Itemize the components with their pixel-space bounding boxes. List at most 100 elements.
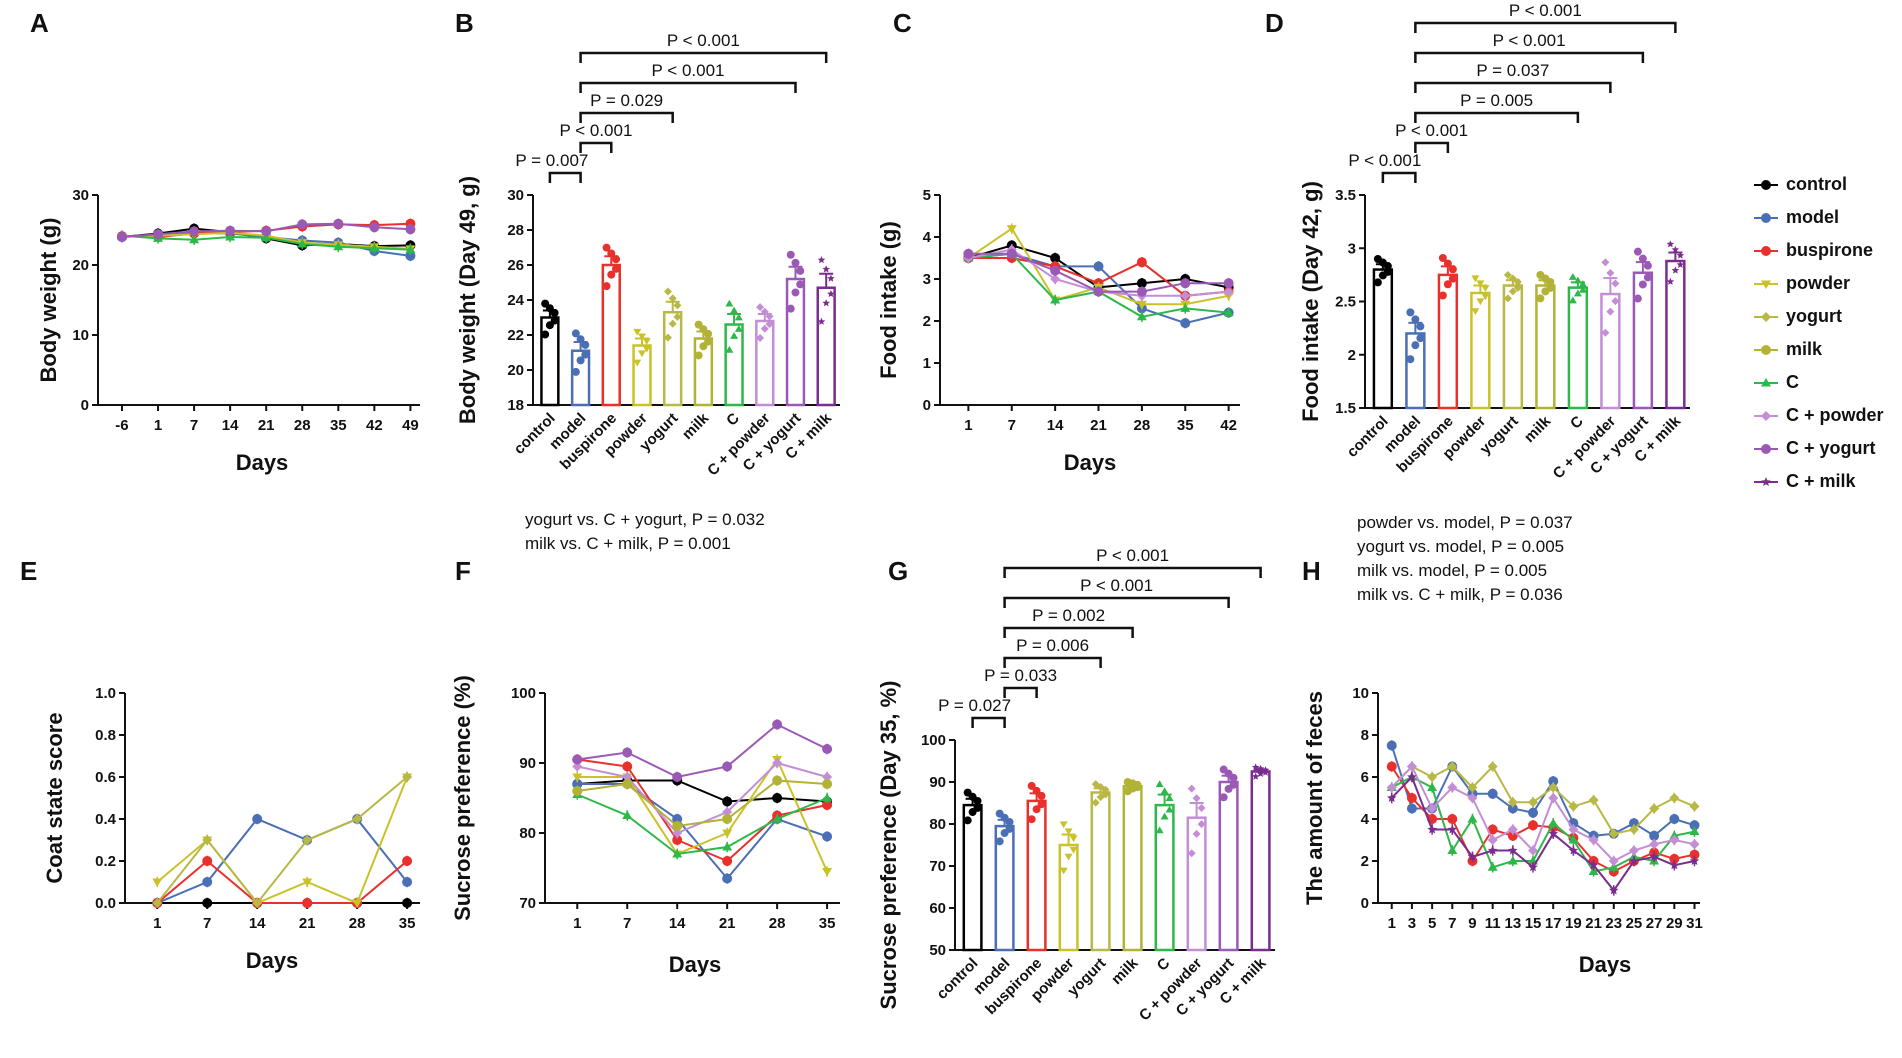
- legend-marker: [1761, 476, 1771, 486]
- legend-marker-icon: [1750, 175, 1786, 195]
- y-tick-label: 3: [1348, 240, 1356, 257]
- significance-label: P < 0.001: [1493, 31, 1566, 50]
- scatter-point: [704, 337, 713, 346]
- x-tick-label: milk: [679, 409, 713, 443]
- y-axis-title: Body weight (Day 49, g): [455, 176, 480, 424]
- scatter-point: [541, 330, 550, 339]
- legend-marker: [1761, 280, 1771, 289]
- data-point: [1447, 782, 1458, 793]
- legend-label: control: [1786, 174, 1847, 194]
- scatter-point: [1197, 803, 1206, 812]
- significance-bracket: [579, 111, 674, 123]
- scatter-point: [1187, 784, 1196, 793]
- series-line: [1390, 745, 1695, 838]
- x-tick-label: 3: [1408, 915, 1416, 932]
- scatter-point: [1476, 280, 1485, 288]
- scatter-point: [1416, 322, 1425, 331]
- chart-panel-C: C 0 1 2 3 4 5 Food intake (g) 1 7 14 21 28 35 42 Days: [876, 8, 1240, 475]
- x-tick-label: control: [1344, 413, 1392, 461]
- data-point: [1427, 782, 1438, 791]
- x-tick-label: 17: [1545, 915, 1562, 932]
- bar: [1154, 803, 1175, 952]
- data-point: [1588, 795, 1599, 806]
- data-point: [1136, 311, 1147, 321]
- data-point: [333, 218, 344, 229]
- scatter-point: [642, 345, 651, 353]
- bar: [1218, 780, 1239, 952]
- y-tick-label: 10: [1352, 685, 1369, 702]
- legend-item: C + milk: [1750, 465, 1884, 498]
- scatter-point: [602, 282, 611, 291]
- x-tick-label: 42: [366, 417, 383, 434]
- data-point: [402, 877, 413, 887]
- scatter-point: [1578, 285, 1587, 293]
- significance-label: P < 0.001: [1509, 1, 1582, 20]
- data-point: [722, 856, 733, 866]
- scatter-point: [1443, 280, 1452, 289]
- y-tick-label: 60: [929, 900, 946, 917]
- x-tick-label: 13: [1505, 915, 1522, 932]
- x-tick-label: control: [933, 955, 981, 1003]
- scatter-point: [668, 294, 677, 303]
- y-tick-label: 0.8: [95, 727, 116, 744]
- data-point: [1689, 856, 1700, 865]
- y-tick-label: 2.5: [1335, 294, 1356, 311]
- scatter-point: [1611, 297, 1620, 306]
- scatter-point: [1503, 294, 1512, 303]
- scatter-point: [1611, 279, 1620, 288]
- significance-label: P = 0.037: [1476, 61, 1549, 80]
- data-point: [1548, 793, 1559, 803]
- scatter-point: [1123, 787, 1132, 796]
- y-axis-title: Food intake (g): [876, 221, 901, 379]
- x-tick-label: 28: [349, 915, 366, 932]
- data-point: [1548, 818, 1559, 827]
- data-point: [622, 747, 633, 758]
- y-tick-label: 4: [923, 229, 932, 246]
- data-point: [1467, 782, 1478, 793]
- x-tick-label: 15: [1525, 915, 1542, 932]
- significance-bracket: [1003, 596, 1230, 608]
- significance-bracket: [1003, 656, 1102, 668]
- scatter-point: [1027, 781, 1036, 790]
- scatter-point: [1224, 769, 1233, 778]
- data-point: [672, 821, 683, 831]
- scatter-point: [1000, 813, 1009, 822]
- significance-label: P < 0.001: [1096, 546, 1169, 565]
- data-point: [1528, 845, 1539, 856]
- chart-panel-G: G 50 60 70 80 90 100 Sucrose preference (Day 35…: [876, 546, 1275, 1024]
- legend-marker-icon: [1750, 406, 1786, 426]
- significance-bracket: [1414, 141, 1450, 153]
- significance-label: P = 0.005: [1460, 91, 1533, 110]
- data-point: [1689, 826, 1700, 836]
- legend-label: C: [1786, 372, 1799, 392]
- x-tick-label: milk: [1521, 412, 1555, 446]
- y-tick-label: 1: [923, 355, 931, 372]
- significance-bracket: [579, 141, 613, 153]
- scatter-point: [730, 306, 739, 314]
- scatter-point: [1406, 355, 1415, 364]
- bar: [755, 319, 775, 407]
- scatter-point: [760, 307, 769, 316]
- data-point: [1223, 278, 1234, 289]
- series-line: [577, 757, 829, 872]
- scatter-point: [1256, 764, 1265, 772]
- scatter-point: [1155, 780, 1164, 788]
- significance-bracket: [1003, 626, 1134, 638]
- y-tick-label: 24: [507, 292, 524, 309]
- legend-label: C + milk: [1786, 471, 1856, 491]
- x-tick-label: 29: [1666, 915, 1683, 932]
- bar: [1567, 286, 1589, 410]
- data-point: [1136, 278, 1147, 289]
- data-point: [1669, 793, 1680, 803]
- scatter-point: [1005, 824, 1014, 833]
- data-point: [1528, 807, 1539, 818]
- scatter-point: [1508, 287, 1517, 296]
- data-point: [1528, 820, 1539, 831]
- data-point: [1180, 290, 1191, 301]
- bar: [1535, 284, 1556, 410]
- data-point: [1568, 801, 1579, 812]
- data-point: [963, 248, 974, 259]
- legend-marker-svg: [1754, 311, 1778, 322]
- scatter-point: [791, 258, 800, 267]
- legend-marker: [1761, 443, 1771, 454]
